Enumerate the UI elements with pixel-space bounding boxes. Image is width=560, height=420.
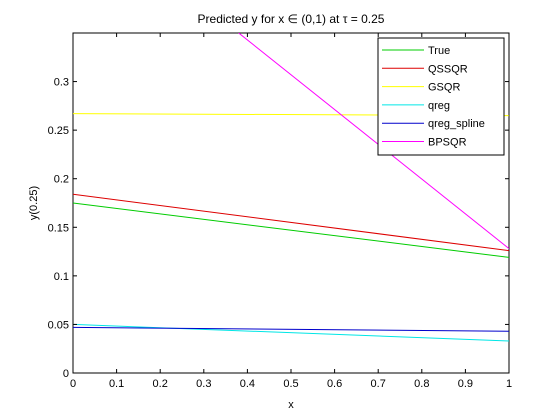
y-tick-label: 0.05 (48, 319, 69, 331)
y-tick-label: 0.3 (54, 77, 69, 89)
x-tick-label: 1 (506, 378, 512, 390)
y-tick-label: 0.1 (54, 271, 69, 283)
y-tick-label: 0 (63, 368, 69, 380)
legend-label: BPSQR (428, 137, 467, 149)
x-axis-label: x (288, 399, 294, 411)
x-tick-label: 0.6 (327, 378, 342, 390)
x-tick-label: 0.2 (153, 378, 168, 390)
x-tick-label: 0.5 (283, 378, 298, 390)
legend-label: qreg (428, 100, 450, 112)
x-tick-label: 0.8 (414, 378, 429, 390)
x-axis: 0 0.1 0.2 0.3 0.4 0.5 0.6 0.7 0.8 0.9 1 (70, 33, 512, 390)
y-axis: 0 0.05 0.1 0.15 0.2 0.25 0.3 (48, 77, 509, 380)
legend-label: qreg_spline (428, 118, 485, 130)
series-line-qreg (73, 323, 509, 342)
series-layer (73, 33, 509, 342)
x-tick-label: 0.7 (371, 378, 386, 390)
legend-label: QSSQR (428, 63, 468, 75)
x-tick-label: 0.9 (458, 378, 473, 390)
chart-title: Predicted y for x ∈ (0,1) at τ = 0.25 (198, 12, 385, 26)
y-tick-label: 0.2 (54, 174, 69, 186)
series-line-true (73, 202, 509, 258)
series-line-qreg-spline (73, 326, 509, 332)
x-tick-label: 0.3 (196, 378, 211, 390)
series-line-qssqr (73, 193, 509, 252)
y-tick-label: 0.25 (48, 125, 69, 137)
y-tick-label: 0.15 (48, 222, 69, 234)
x-tick-label: 0.1 (109, 378, 124, 390)
x-tick-label: 0.4 (240, 378, 255, 390)
legend-box (377, 37, 505, 156)
legend-label: GSQR (428, 82, 460, 94)
legend-label: True (428, 45, 450, 57)
x-tick-label: 0 (70, 378, 76, 390)
series-line-bpsqr (238, 33, 509, 250)
legend: True QSSQR GSQR qreg qreg_spline BPSQR (377, 37, 505, 156)
y-axis-label: y(0.25) (28, 186, 40, 220)
